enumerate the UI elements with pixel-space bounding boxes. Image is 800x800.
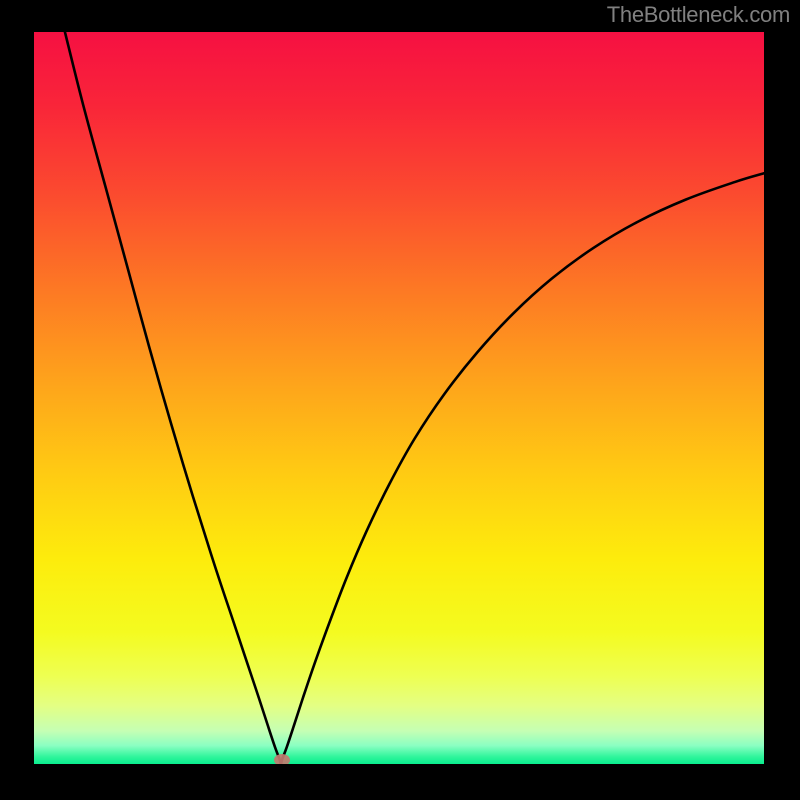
chart-plot-area [32,32,764,764]
chart-marker-dot [274,754,290,764]
chart-curve [32,32,764,764]
x-axis [32,764,764,766]
watermark-text: TheBottleneck.com [607,2,790,28]
